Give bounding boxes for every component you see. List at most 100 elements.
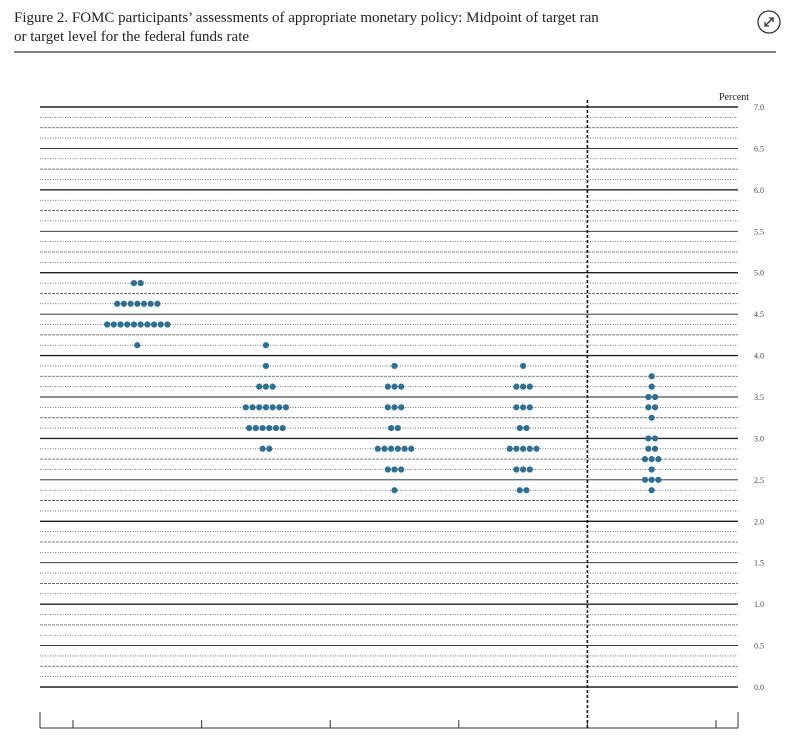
dot bbox=[164, 321, 171, 328]
dot bbox=[262, 404, 269, 411]
dot bbox=[391, 487, 398, 494]
dot bbox=[648, 487, 655, 494]
dot bbox=[150, 321, 158, 328]
dot bbox=[520, 362, 527, 370]
y-tick-label: 4.5 bbox=[754, 310, 764, 319]
dot bbox=[120, 300, 127, 307]
dot bbox=[381, 445, 388, 452]
y-tick-label: 5.5 bbox=[754, 227, 764, 236]
dot bbox=[246, 424, 253, 432]
dot bbox=[526, 466, 533, 473]
dot bbox=[117, 321, 124, 328]
y-tick-label: 0.5 bbox=[754, 642, 764, 651]
y-tick-label: 3.5 bbox=[754, 393, 764, 402]
dot bbox=[398, 466, 405, 473]
dot bbox=[645, 445, 652, 452]
dot bbox=[249, 404, 256, 411]
y-tick-label: 3.0 bbox=[754, 434, 764, 443]
dot bbox=[269, 404, 276, 411]
dot bbox=[398, 404, 405, 411]
dot bbox=[266, 445, 273, 452]
dot bbox=[648, 456, 655, 463]
dot bbox=[134, 300, 141, 307]
dot bbox=[140, 300, 148, 307]
dot bbox=[513, 383, 520, 390]
dot bbox=[526, 445, 533, 452]
dot bbox=[533, 445, 540, 452]
dot bbox=[130, 321, 138, 328]
dot bbox=[651, 393, 659, 401]
y-tick-label: 0.0 bbox=[754, 683, 764, 692]
dot bbox=[520, 466, 527, 473]
dot bbox=[276, 404, 283, 411]
dot bbox=[374, 445, 381, 452]
y-tick-label: 1.5 bbox=[754, 559, 764, 568]
dot bbox=[513, 466, 520, 473]
dot bbox=[651, 435, 659, 442]
dot bbox=[272, 424, 280, 432]
dot bbox=[651, 445, 659, 452]
dot bbox=[648, 476, 655, 483]
dot bbox=[134, 342, 141, 349]
dot bbox=[648, 466, 655, 473]
dot bbox=[137, 279, 144, 287]
dot bbox=[127, 300, 134, 307]
dot bbox=[523, 487, 530, 494]
y-axis-label: Percent bbox=[719, 92, 749, 103]
dot bbox=[641, 476, 649, 483]
dot bbox=[391, 404, 398, 411]
dot bbox=[401, 445, 408, 452]
dot bbox=[526, 404, 533, 411]
expand-button[interactable] bbox=[757, 10, 781, 34]
dot bbox=[262, 362, 269, 370]
dot bbox=[391, 383, 398, 390]
dot bbox=[137, 321, 144, 328]
dot bbox=[651, 404, 659, 411]
dot bbox=[391, 362, 398, 370]
dot bbox=[645, 435, 652, 442]
dot bbox=[648, 373, 655, 380]
dot bbox=[388, 424, 395, 432]
dot bbox=[266, 424, 273, 432]
dot bbox=[384, 383, 391, 390]
dot bbox=[655, 456, 662, 463]
dot bbox=[144, 321, 151, 328]
plot: 7.0 6.5 6.0 5.5 5.0 4.5 4.0 3.5 3.0 2.5 2.0 1.5 1.0 0… bbox=[39, 100, 764, 729]
dot bbox=[110, 321, 117, 328]
dot bbox=[394, 424, 401, 432]
dot bbox=[384, 466, 391, 473]
dot bbox=[523, 424, 530, 432]
dot bbox=[262, 383, 269, 390]
dot bbox=[282, 404, 290, 411]
y-tick-label: 1.0 bbox=[754, 600, 764, 609]
y-tick-label: 2.0 bbox=[754, 517, 764, 526]
dot bbox=[655, 476, 662, 483]
dot bbox=[256, 404, 263, 411]
dot bbox=[648, 414, 655, 421]
dot bbox=[262, 342, 269, 349]
dot bbox=[104, 321, 111, 328]
dot bbox=[279, 424, 286, 432]
dot bbox=[157, 321, 164, 328]
dot bbox=[124, 321, 131, 328]
y-tick-label: 5.0 bbox=[754, 269, 764, 278]
dot bbox=[645, 404, 652, 411]
dot bbox=[269, 383, 276, 390]
dot bbox=[641, 456, 649, 463]
dot bbox=[384, 404, 391, 411]
dot bbox=[398, 383, 405, 390]
dot bbox=[516, 487, 523, 494]
dot bbox=[114, 300, 121, 307]
dot bbox=[516, 424, 523, 432]
dot bbox=[408, 445, 415, 452]
y-tick-label: 2.5 bbox=[754, 476, 764, 485]
dot bbox=[520, 445, 527, 452]
dot bbox=[130, 279, 138, 287]
dot bbox=[391, 466, 398, 473]
chart-subtitle: or target level for the federal funds ra… bbox=[14, 29, 249, 45]
dot bbox=[526, 383, 533, 390]
dot bbox=[259, 424, 266, 432]
chart-title: Figure 2. FOMC participants’ assessments… bbox=[14, 10, 599, 26]
